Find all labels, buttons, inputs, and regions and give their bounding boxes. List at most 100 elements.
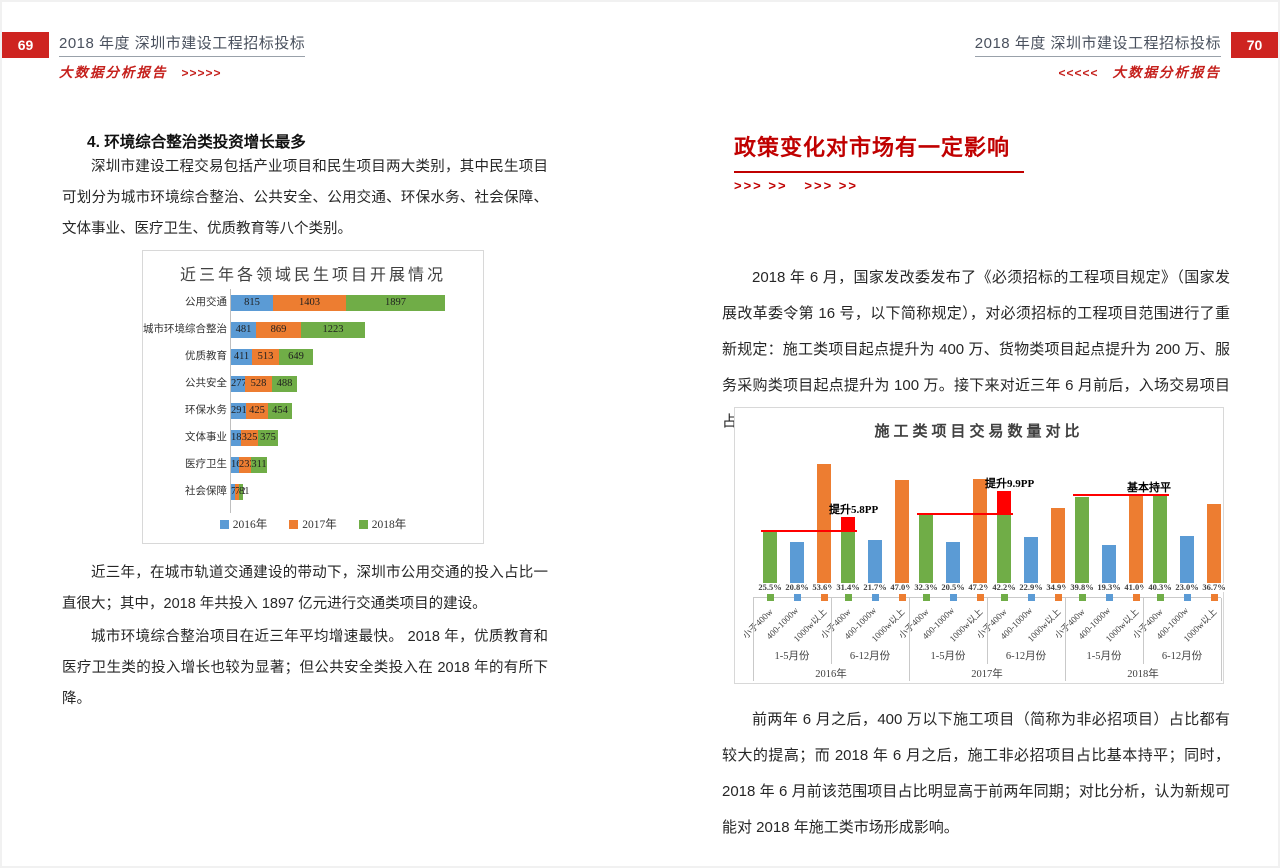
bar-value-label: 47.2% [964,583,996,592]
left-header-subrow: 大数据分析报告 >>>>> [59,61,305,82]
axis-divider [1221,664,1222,681]
bar [763,531,777,591]
bar-value-label: 31.4% [832,583,864,592]
category-label: 公用交通 [185,297,227,308]
bar-segment: 291 [231,403,247,419]
year-label: 2016年 [815,669,847,680]
axis-key-square [766,594,774,601]
right-heading-arrows-icon: >>> >> >>> >> [734,178,858,193]
axis-key-square [1105,594,1113,601]
category-label: 环保水务 [185,405,227,416]
left-paragraph-1: 深圳市建设工程交易包括产业项目和民生项目两大类别，其中民生项目可划分为城市环境综… [62,159,548,237]
left-header-subtitle: 大数据分析报告 [59,65,168,80]
bar-segment: 277 [231,376,247,392]
bar-value-label: 22.9% [1015,583,1047,592]
axis-key-square [1210,594,1218,601]
bar [1129,494,1143,591]
period-label: 6-12月份 [1161,651,1203,662]
period-label: 6-12月份 [1005,651,1047,662]
bar-value-label: 19.3% [1093,583,1125,592]
year-label: 2017年 [971,669,1003,680]
axis-key-square [1183,594,1191,601]
bar-segment: 869 [256,322,301,338]
axis-key-square [922,594,930,601]
category-label: 公共安全 [185,378,227,389]
legend-label: 2016年 [232,519,268,531]
annotation-label: 提升5.8PP [829,504,879,516]
bar-value-label: 20.5% [937,583,969,592]
bar-segment: 513 [252,349,279,365]
bar-value-label: 47.0% [886,583,918,592]
axis-divider [1065,598,1066,664]
right-section-heading: 政策变化对市场有一定影响 [734,130,1025,173]
bar [1207,504,1221,591]
axis-key-square [976,594,984,601]
bar [1102,545,1116,591]
bar-segment: 311 [251,457,267,473]
category-label: 医疗卫生 [185,459,227,470]
axis-key-square [1000,594,1008,601]
left-header-arrows-icon: >>>>> [181,66,222,80]
bar-value-label: 42.2% [988,583,1020,592]
right-header-text: 2018 年度 深圳市建设工程招标投标 <<<<< 大数据分析报告 [974,32,1221,82]
annotation-label: 基本持平 [1127,482,1171,494]
legend-swatch [358,519,368,529]
bar-segment: 375 [258,430,278,446]
bar-segment: 183 [231,430,247,446]
category-label: 城市环境综合整治 [143,324,227,335]
left-page-header: 69 2018 年度 深圳市建设工程招标投标 大数据分析报告 >>>>> [2,32,315,82]
category-label: 社会保障 [185,486,227,497]
axis-divider [753,664,754,681]
bar-segment: 815 [231,295,273,311]
page-number-left: 69 [2,32,49,58]
annotation-line [917,513,1013,515]
right-paragraph-2: 前两年 6 月之后，400 万以下施工项目（简称为非必招项目）占比都有较大的提高… [722,711,1230,836]
bar [946,542,960,591]
bar-value-label: 23.0% [1171,583,1203,592]
year-label: 2018年 [1127,669,1159,680]
bar-segment: 481 [231,322,256,338]
annotation-delta-segment [997,491,1011,514]
bar [973,479,987,591]
bar-segment: 1403 [273,295,346,311]
period-label: 1-5月份 [1086,651,1122,662]
left-paragraph-3: 城市环境综合整治项目在近三年平均增速最快。 2018 年，优质教育和医疗卫生类的… [62,629,548,707]
bar-value-label: 32.3% [910,583,942,592]
bar-value-label: 36.7% [1198,583,1230,592]
bar [817,464,831,591]
legend-label: 2017年 [302,519,337,531]
legend-item: 2016年 [219,516,268,532]
x-axis-line [753,597,1221,598]
bar-value-label: 20.8% [781,583,813,592]
bar-segment: 425 [246,403,268,419]
axis-key-square [949,594,957,601]
annotation-delta-segment [841,517,855,531]
bar-segment: 81 [239,484,250,500]
right-header-subrow: <<<<< 大数据分析报告 [975,61,1221,82]
bar-value-label: 41.0% [1120,583,1152,592]
bar-segment: 528 [245,376,272,392]
period-label: 1-5月份 [774,651,810,662]
legend-item: 2017年 [289,516,337,532]
axis-key-square [1078,594,1086,601]
right-page-header: 2018 年度 深圳市建设工程招标投标 <<<<< 大数据分析报告 70 [965,32,1278,82]
bar-segment: 325 [241,430,258,446]
bar [1153,495,1167,591]
axis-divider [909,598,910,664]
bar [919,514,933,591]
axis-divider [831,598,832,664]
left-header-text: 2018 年度 深圳市建设工程招标投标 大数据分析报告 >>>>> [59,32,306,82]
axis-key-square [1156,594,1164,601]
legend-item: 2018年 [358,516,406,532]
axis-key-square [844,594,852,601]
axis-key-square [793,594,801,601]
bar [841,517,855,591]
bar [997,491,1011,591]
bar-value-label: 53.6% [808,583,840,592]
left-section-heading: 4. 环境综合整治类投资增长最多 [87,134,306,151]
period-label: 6-12月份 [849,651,891,662]
left-chart-legend: 2016年 2017年 2018年 [143,516,483,532]
annotation-label: 提升9.9PP [985,478,1035,490]
bar-value-label: 21.7% [859,583,891,592]
